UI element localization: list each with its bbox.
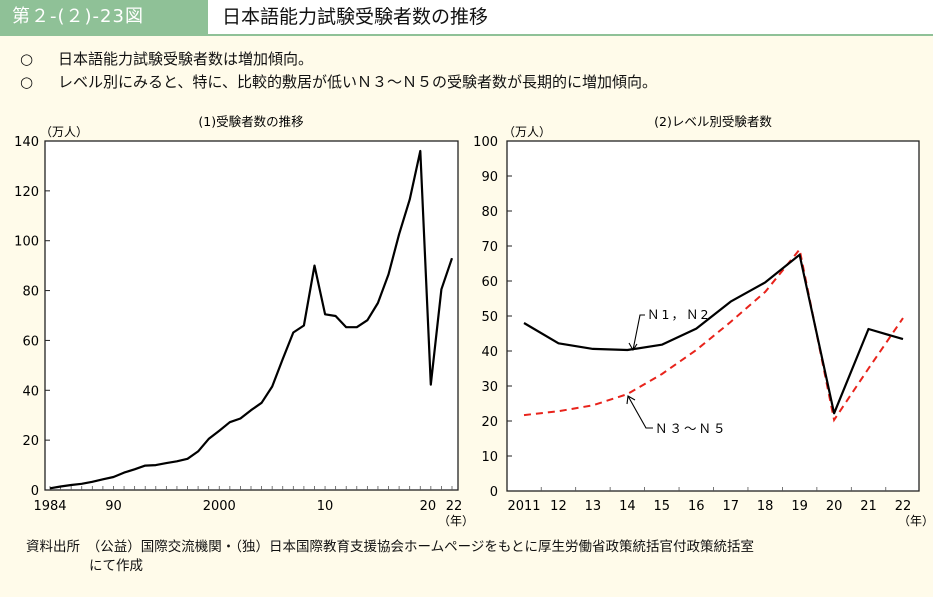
chart1-y-tick-label: 40 [22, 384, 39, 399]
chart2-x-tick-label: 15 [654, 499, 671, 514]
chart2-x-tick-label: 22 [895, 499, 912, 514]
chart1-y-tick-label: 0 [31, 484, 39, 499]
chart1-x-tick-label: 1984 [33, 499, 66, 514]
bullet-text: 日本語能力試験受験者数は増加傾向。 [58, 50, 314, 68]
chart2-x-tick-label: 20 [826, 499, 843, 514]
chart2-y-tick-label: 70 [481, 240, 498, 255]
bullet-text: レベル別にみると、特に、比較的敷居が低いＮ３～Ｎ５の受験者数が長期的に増加傾向。 [58, 73, 657, 91]
chart2-title: (2)レベル別受験者数 [654, 114, 772, 129]
figure-number-badge: 第２-(２)-23図 [0, 0, 208, 34]
chart-total-examinees: (1)受験者数の推移 （万人） （年） 0 20 40 60 80 100 120 140 1… [14, 114, 474, 528]
summary-bullets: ○ 日本語能力試験受験者数は増加傾向。 ○ レベル別にみると、特に、比較的敷居が… [20, 48, 657, 94]
chart2-series-n3-n5-line [523, 247, 904, 423]
figure-title: 日本語能力試験受験者数の推移 [222, 6, 489, 28]
chart1-y-tick-label: 60 [22, 334, 39, 349]
source-note: 資料出所 （公益）国際交流機関・（独）日本国際教育支援協会ホームページをもとに厚… [26, 538, 754, 576]
chart2-series-n1-n2-line [523, 253, 904, 415]
chart2-x-tick-label: 17 [722, 499, 739, 514]
chart2-x-tick-label: 19 [791, 499, 808, 514]
n3n5-annotation-arrow-icon [627, 395, 653, 429]
chart1-y-tick-label: 80 [22, 285, 39, 300]
chart2-y-tick-label: 0 [490, 485, 498, 500]
chart1-series-line [49, 149, 454, 490]
n1n2-annotation-arrow-icon [632, 314, 645, 351]
chart1-y-tick-label: 120 [14, 185, 39, 200]
chart2-y-tick-label: 90 [481, 170, 498, 185]
chart1-x-tick-label: 10 [317, 499, 334, 514]
chart2-x-unit: （年） [898, 514, 933, 528]
chart2-y-tick-label: 50 [481, 310, 498, 325]
chart1-x-unit: （年） [438, 514, 474, 528]
chart-by-level: (2)レベル別受験者数 （万人） （年） 0 10 20 30 40 50 60 70 80 90… [473, 114, 933, 528]
n1n2-arrowhead-icon [628, 342, 638, 352]
chart1-x-tick-label: 22 [446, 499, 463, 514]
figure-header: 第２-(２)-23図 日本語能力試験受験者数の推移 [0, 0, 933, 36]
chart2-x-tick-label: 2011 [507, 499, 540, 514]
chart1-y-tick-label: 140 [14, 135, 39, 150]
chart2-y-tick-label: 30 [481, 380, 498, 395]
chart1-plot-area [44, 140, 459, 491]
chart2-y-tick-label: 10 [481, 450, 498, 465]
source-line-1: 資料出所 （公益）国際交流機関・（独）日本国際教育支援協会ホームページをもとに厚… [26, 539, 755, 555]
chart2-x-tick-label: 13 [585, 499, 602, 514]
chart1-title: (1)受験者数の推移 [198, 114, 303, 129]
chart1-y-tick-label: 20 [22, 434, 39, 449]
chart2-y-tick-label: 100 [473, 135, 498, 150]
circle-bullet-icon: ○ [20, 73, 34, 91]
chart2-x-tick-label: 12 [550, 499, 567, 514]
chart2-y-tick-label: 20 [481, 415, 498, 430]
chart2-x-tick-label: 16 [688, 499, 705, 514]
chart2-x-tick-label: 14 [619, 499, 636, 514]
summary-bullet: ○ レベル別にみると、特に、比較的敷居が低いＮ３～Ｎ５の受験者数が長期的に増加傾… [20, 71, 657, 94]
chart1-x-tick-label: 2000 [203, 499, 236, 514]
n3n5-arrowhead-icon [626, 395, 636, 405]
summary-bullet: ○ 日本語能力試験受験者数は増加傾向。 [20, 48, 657, 71]
chart1-x-tick-label: 20 [420, 499, 437, 514]
chart2-y-unit: （万人） [503, 125, 551, 139]
legend-label-n3-n5: Ｎ３～Ｎ５ [655, 421, 728, 436]
chart2-x-tick-label: 21 [860, 499, 877, 514]
chart1-x-tick-label: 90 [105, 499, 122, 514]
legend-label-n1-n2: Ｎ1，Ｎ2 [647, 307, 710, 322]
chart2-x-tick-label: 18 [757, 499, 774, 514]
chart2-y-tick-label: 40 [481, 345, 498, 360]
chart2-y-tick-label: 60 [481, 275, 498, 290]
chart1-y-unit: （万人） [40, 125, 88, 139]
source-line-2: にて作成 [89, 558, 143, 574]
circle-bullet-icon: ○ [20, 50, 34, 68]
chart1-y-tick-label: 100 [14, 235, 39, 250]
chart2-y-tick-label: 80 [481, 205, 498, 220]
